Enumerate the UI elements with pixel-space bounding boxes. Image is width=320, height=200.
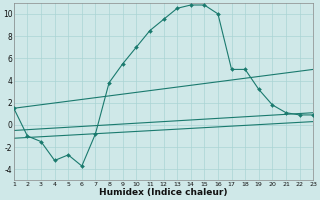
X-axis label: Humidex (Indice chaleur): Humidex (Indice chaleur) bbox=[99, 188, 228, 197]
